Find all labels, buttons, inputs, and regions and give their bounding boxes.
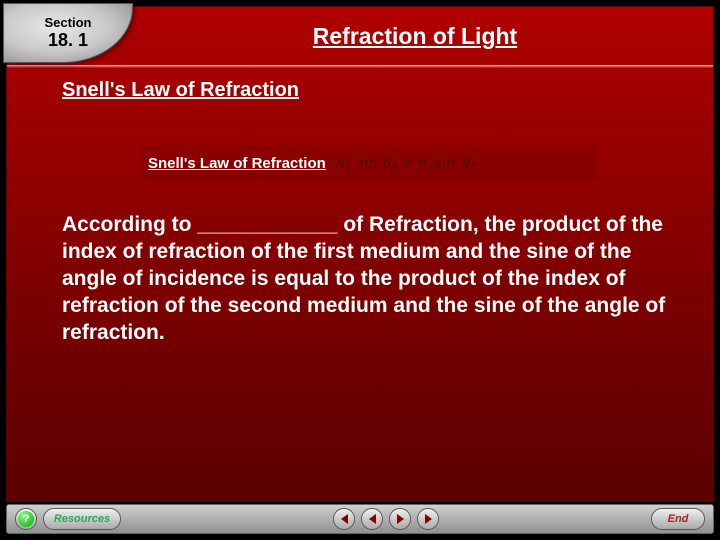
section-number: 18. 1	[48, 30, 88, 51]
chevron-right-icon	[425, 514, 432, 524]
footer-bar: ? Resources End	[6, 504, 714, 534]
header-divider	[7, 65, 713, 68]
help-icon: ?	[18, 511, 34, 527]
next-button[interactable]	[389, 508, 411, 530]
slide-frame: Section 18. 1 Refraction of Light Snell'…	[0, 0, 720, 540]
next-next-button[interactable]	[417, 508, 439, 530]
content-panel: Section 18. 1 Refraction of Light Snell'…	[6, 6, 714, 502]
resources-button[interactable]: Resources	[43, 508, 121, 530]
title-bar: Refraction of Light	[127, 23, 703, 50]
body-text: According to ____________ of Refraction,…	[62, 212, 678, 346]
section-badge: Section 18. 1	[3, 3, 133, 63]
end-button[interactable]: End	[651, 508, 705, 530]
prev-button[interactable]	[361, 508, 383, 530]
chevron-left-icon	[369, 514, 376, 524]
prev-prev-button[interactable]	[333, 508, 355, 530]
equation-label: Snell's Law of Refraction	[148, 155, 326, 172]
chevron-left-icon	[341, 514, 348, 524]
equation-box: Snell's Law of Refraction n₁ sin θ₁ = n₂…	[142, 145, 598, 181]
chevron-right-icon	[397, 514, 404, 524]
subtitle: Snell's Law of Refraction	[62, 79, 299, 102]
section-label: Section	[45, 15, 92, 30]
help-button[interactable]: ?	[15, 508, 37, 530]
page-title: Refraction of Light	[313, 23, 517, 49]
equation-formula: n₁ sin θ₁ = n₂sin θ₂	[336, 155, 478, 172]
